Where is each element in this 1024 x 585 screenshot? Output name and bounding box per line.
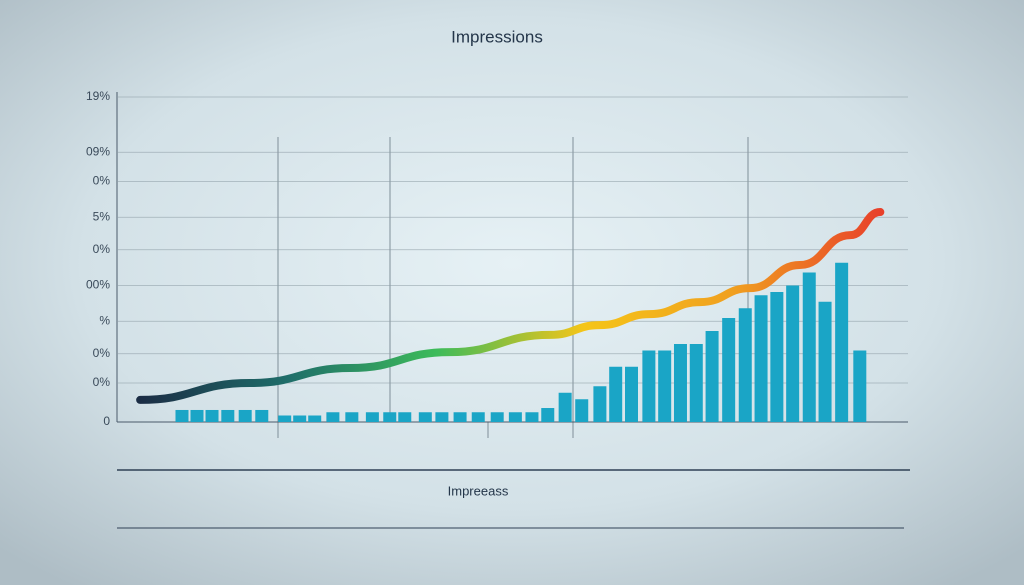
bar: [525, 412, 539, 422]
bar: [508, 412, 522, 422]
bar: [835, 262, 849, 422]
bar: [238, 409, 252, 422]
y-tick-label: 09%: [86, 144, 110, 158]
bar: [705, 331, 719, 422]
bar: [293, 415, 307, 422]
bar: [418, 412, 432, 422]
y-tick-label: 19%: [86, 89, 110, 103]
bar: [625, 366, 638, 422]
bar: [471, 412, 485, 422]
bar: [853, 350, 867, 422]
bar: [326, 412, 340, 422]
y-tick-label: 0%: [93, 174, 111, 188]
bar: [453, 412, 467, 422]
y-tick-label: 0%: [93, 375, 111, 389]
bar: [435, 412, 449, 422]
bar: [818, 301, 832, 422]
chart-title: Impressions: [451, 27, 543, 46]
bar: [398, 412, 412, 422]
bar: [190, 409, 204, 422]
bar: [802, 272, 816, 422]
bar: [490, 412, 504, 422]
bar: [658, 350, 672, 422]
bar: [642, 350, 656, 422]
y-tick-label: 00%: [86, 278, 110, 292]
bar: [383, 412, 397, 422]
bar: [575, 399, 589, 422]
bar: [770, 292, 784, 422]
plot: 19% 09% 0% 5% 0% 00%% 0% 0% 0: [86, 89, 908, 428]
bar: [609, 366, 623, 422]
bar: [689, 344, 703, 422]
bar: [786, 285, 800, 422]
bar: [345, 412, 359, 422]
y-tick-label: %: [99, 313, 110, 327]
y-tick-label: 5%: [93, 209, 111, 223]
bar: [558, 392, 572, 422]
bar: [722, 318, 736, 422]
bar: [221, 409, 235, 422]
bar: [754, 295, 768, 422]
bar: [175, 409, 189, 422]
y-tick-label: 0%: [93, 346, 111, 360]
bar: [205, 409, 219, 422]
bar: [593, 386, 607, 422]
x-axis-label: Impreeass: [448, 483, 509, 498]
line: [136, 208, 885, 404]
bar: [673, 344, 687, 422]
bar: [278, 415, 292, 422]
bar: [308, 415, 322, 422]
bar: [541, 408, 555, 422]
bar: [738, 308, 752, 422]
bar: [255, 409, 269, 422]
y-tick-label: 0: [103, 414, 110, 428]
y-tick-label: 0%: [93, 242, 111, 256]
bar: [365, 412, 379, 422]
